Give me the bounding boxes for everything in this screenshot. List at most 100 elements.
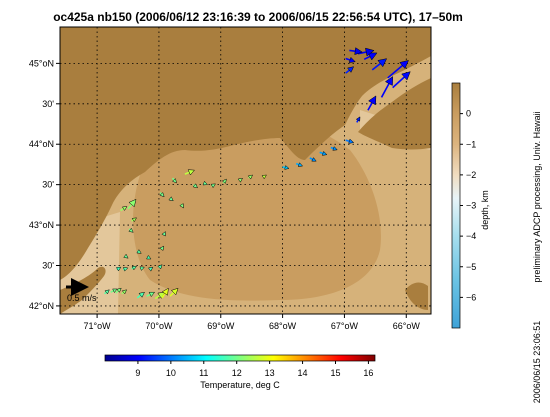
temperature-tick-label: 14: [298, 368, 308, 378]
current-vector-head: [321, 150, 328, 156]
current-vector-shaft: [120, 208, 124, 212]
current-vector-shaft: [319, 151, 324, 155]
current-vector-shaft: [345, 139, 350, 143]
current-vector-shaft: [154, 295, 160, 300]
current-vector-shaft: [171, 177, 175, 181]
current-vector-head: [399, 59, 409, 70]
temperature-colorbar: Temperature, deg C 9 10 11 12 13 14 15 16: [104, 354, 376, 390]
current-vector-head: [159, 245, 165, 251]
temperature-tick-label: 11: [199, 368, 208, 378]
current-vector-shaft: [159, 192, 162, 195]
current-vector-shaft: [367, 102, 373, 111]
current-vector-head: [116, 287, 122, 293]
depth-tick-label: 0: [466, 109, 471, 119]
lat-tick-label: 30': [42, 180, 54, 190]
lon-tick-label: 69°oW: [207, 321, 235, 331]
current-vector-shaft: [392, 76, 405, 89]
current-vector-head: [159, 192, 165, 198]
current-vector-head: [104, 289, 110, 295]
current-vector-shaft: [146, 293, 151, 297]
lat-tick-label: 30': [42, 260, 54, 270]
depth-colorbar-label: depth, km: [480, 190, 490, 230]
lon-tick-label: 71°oW: [84, 321, 112, 331]
current-vector-head: [261, 174, 267, 180]
scale-arrow: 0.5 m/s: [66, 278, 97, 303]
current-vector-head: [401, 71, 411, 81]
current-vector-head: [179, 203, 184, 209]
current-vector-head: [157, 264, 163, 270]
current-vector-head: [355, 116, 361, 122]
current-vector-head: [171, 178, 177, 184]
current-vector-head: [348, 56, 356, 63]
lon-tick-label: 66°oW: [393, 321, 421, 331]
current-vector-head: [128, 227, 134, 233]
current-vector-head: [161, 231, 166, 237]
current-vector-shaft: [345, 69, 350, 74]
current-vector-shaft: [131, 219, 134, 222]
current-vector-shaft: [104, 291, 107, 295]
georges-bank-island: [405, 282, 428, 310]
current-vector-head: [377, 58, 388, 68]
temperature-tick-label: 13: [265, 368, 275, 378]
current-vector-shaft: [295, 162, 300, 166]
figure-timestamp: 2006/06/15 23:06:51: [532, 321, 542, 404]
current-vector-shaft: [184, 171, 190, 175]
current-vector-head: [112, 288, 118, 294]
current-vector-head: [221, 178, 227, 184]
scale-arrow-label: 0.5 m/s: [67, 293, 97, 303]
temperature-tick-label: 9: [135, 368, 140, 378]
current-vector-shaft: [169, 292, 175, 297]
current-vector-head: [365, 47, 375, 57]
current-vector-head: [187, 169, 196, 176]
current-vector-head: [348, 138, 355, 144]
current-vector-head: [168, 196, 174, 202]
temperature-tick-label: 10: [166, 368, 176, 378]
temperature-colorbar-label: Temperature, deg C: [200, 380, 280, 390]
nova-scotia-landmass: [358, 78, 431, 150]
current-vector-head: [148, 291, 156, 298]
current-vector-shaft: [330, 146, 334, 150]
current-vector-shaft: [356, 119, 359, 123]
current-vector-shaft: [363, 55, 371, 61]
current-vector-shaft: [282, 166, 286, 169]
current-vector-head: [284, 165, 290, 170]
temperature-tick-label: 15: [330, 368, 340, 378]
current-vector-shaft: [161, 293, 166, 299]
current-vector-head: [116, 266, 122, 272]
current-vector-shaft: [387, 64, 403, 79]
lon-tick-label: 68°oW: [269, 321, 297, 331]
map-axes: 71°oW 70°oW 69°oW 68°oW 67°oW 66°oW 42°oN 30' 43…: [29, 58, 420, 331]
depth-tick-label: −1: [466, 139, 476, 149]
current-vector-head: [332, 146, 338, 151]
current-vector-head: [347, 66, 355, 73]
map-area: [60, 27, 431, 314]
current-vector-head: [128, 198, 137, 208]
lat-tick-label: 42°oN: [29, 301, 54, 311]
current-vector-shaft: [309, 157, 313, 161]
lat-tick-label: 30': [42, 99, 54, 109]
temperature-tick-label: 12: [232, 368, 242, 378]
lon-tick-label: 70°oW: [145, 321, 173, 331]
current-vector-head: [247, 174, 254, 180]
current-vector-shaft: [357, 51, 367, 55]
current-vector-head: [123, 253, 129, 259]
depth-tick-label: −4: [466, 231, 476, 241]
current-vector-head: [161, 287, 169, 296]
current-vector-head: [354, 47, 363, 56]
current-vector-head: [171, 287, 179, 296]
chart-title: oc425a nb150 (2006/06/12 23:16:39 to 200…: [53, 10, 463, 24]
current-vector-head: [192, 183, 198, 189]
temperature-tick-label: 16: [363, 368, 373, 378]
current-vector-shaft: [371, 62, 381, 71]
current-vector-shaft: [349, 49, 356, 52]
current-vector-head: [148, 266, 154, 272]
current-vector-shaft: [115, 290, 119, 294]
processing-note: preliminary ADCP processing, Univ. Hawai…: [532, 111, 542, 282]
current-vector-head: [121, 206, 128, 211]
current-vector-head: [311, 157, 317, 162]
lat-tick-label: 45°oN: [29, 58, 54, 68]
current-vector-shaft: [380, 83, 390, 98]
current-vector-head: [146, 254, 152, 260]
current-vector-head: [139, 266, 145, 271]
